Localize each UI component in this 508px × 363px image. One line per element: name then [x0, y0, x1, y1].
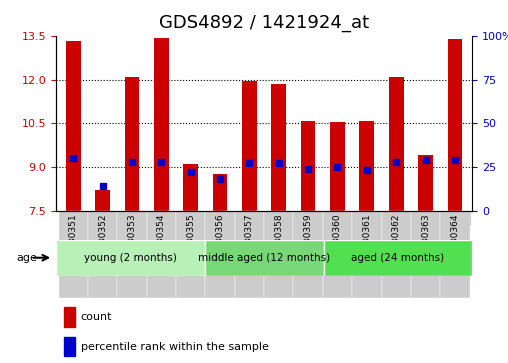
Bar: [64, 337, 75, 356]
Bar: [59, 211, 88, 225]
Bar: [66, 41, 81, 211]
Bar: [301, 121, 315, 211]
Bar: [206, 211, 235, 225]
Bar: [294, 211, 323, 298]
Text: young (2 months): young (2 months): [84, 253, 177, 263]
Bar: [88, 211, 117, 298]
Bar: [125, 77, 140, 211]
Bar: [147, 211, 176, 225]
Bar: [352, 211, 382, 298]
Bar: [330, 122, 345, 211]
Bar: [176, 211, 206, 298]
Bar: [323, 211, 352, 225]
Bar: [96, 190, 110, 211]
Bar: [294, 211, 323, 225]
Bar: [147, 211, 176, 298]
Bar: [264, 211, 294, 298]
Bar: [206, 211, 235, 298]
Bar: [235, 211, 264, 298]
Bar: [448, 39, 462, 211]
Bar: [411, 211, 440, 225]
Bar: [213, 174, 228, 211]
Bar: [323, 211, 352, 298]
Text: middle aged (12 months): middle aged (12 months): [198, 253, 330, 263]
Bar: [183, 164, 198, 211]
Text: age: age: [17, 253, 38, 263]
Bar: [360, 121, 374, 211]
Bar: [154, 38, 169, 211]
Bar: [382, 211, 411, 298]
Bar: [389, 77, 403, 211]
Bar: [176, 211, 206, 225]
Bar: [117, 211, 147, 225]
Bar: [352, 211, 382, 225]
Bar: [64, 307, 75, 327]
Bar: [264, 211, 294, 225]
Text: count: count: [81, 312, 112, 322]
Bar: [242, 81, 257, 211]
Bar: [88, 211, 117, 225]
Bar: [271, 84, 286, 211]
FancyBboxPatch shape: [56, 240, 205, 276]
Bar: [411, 211, 440, 298]
FancyBboxPatch shape: [324, 240, 472, 276]
Bar: [382, 211, 411, 225]
Text: percentile rank within the sample: percentile rank within the sample: [81, 342, 269, 352]
Bar: [117, 211, 147, 298]
Bar: [418, 155, 433, 211]
Bar: [440, 211, 469, 225]
Title: GDS4892 / 1421924_at: GDS4892 / 1421924_at: [159, 14, 369, 32]
Text: aged (24 months): aged (24 months): [352, 253, 444, 263]
Bar: [440, 211, 469, 298]
Bar: [59, 211, 88, 298]
FancyBboxPatch shape: [205, 240, 324, 276]
Bar: [235, 211, 264, 225]
